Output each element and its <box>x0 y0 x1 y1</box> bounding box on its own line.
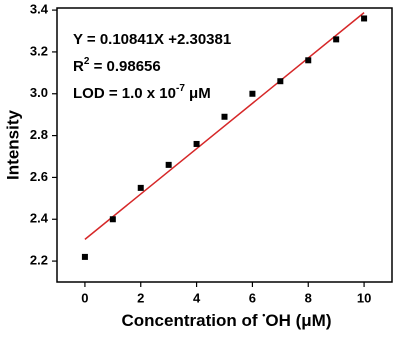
y-tick-label: 3.2 <box>30 43 48 58</box>
data-point <box>137 184 144 191</box>
x-tick-label: 8 <box>305 290 312 305</box>
data-point <box>165 161 172 168</box>
data-point <box>305 57 312 64</box>
x-axis-title: Concentration of •OH (μM) <box>122 310 332 330</box>
annotation-text: = 0.98656 <box>89 58 160 75</box>
data-point <box>333 36 340 43</box>
data-point <box>81 253 88 260</box>
x-tick-label: 6 <box>249 290 256 305</box>
x-tick-label: 4 <box>193 290 201 305</box>
x-axis-title-superscript: • <box>262 310 265 320</box>
annotation-text: μM <box>185 85 211 102</box>
x-tick-label: 10 <box>357 290 371 305</box>
annotation: LOD = 1.0 x 10-7 μM <box>73 83 211 102</box>
annotation: R2 = 0.98656 <box>73 56 161 75</box>
annotation-superscript: 2 <box>84 56 90 67</box>
y-tick-label: 3.0 <box>30 85 48 100</box>
fit-line <box>84 12 365 240</box>
y-tick-label: 2.4 <box>30 211 49 226</box>
x-tick-label: 2 <box>137 290 144 305</box>
annotation: Y = 0.10841X +2.30381 <box>73 31 231 48</box>
y-tick-label: 2.8 <box>30 127 48 142</box>
annotation-text: LOD = 1.0 x 10 <box>73 85 176 102</box>
x-axis-title-text: Concentration of <box>122 311 263 330</box>
data-point <box>109 216 116 223</box>
plot-frame <box>56 7 393 283</box>
x-tick-label: 0 <box>81 290 88 305</box>
annotation-text: Y = 0.10841X +2.30381 <box>73 31 231 48</box>
x-axis-title-text: OH (μM) <box>265 311 331 330</box>
data-point <box>361 15 368 22</box>
y-tick-label: 2.6 <box>30 169 48 184</box>
annotation-text: R <box>73 58 84 75</box>
data-point <box>277 78 284 85</box>
y-tick-label: 3.4 <box>30 2 49 17</box>
data-point <box>193 140 200 147</box>
data-point <box>221 113 228 120</box>
y-axis-title: Intensity <box>3 110 22 180</box>
data-point <box>249 90 256 97</box>
annotation-superscript: -7 <box>176 83 185 94</box>
y-tick-label: 2.2 <box>30 253 48 268</box>
